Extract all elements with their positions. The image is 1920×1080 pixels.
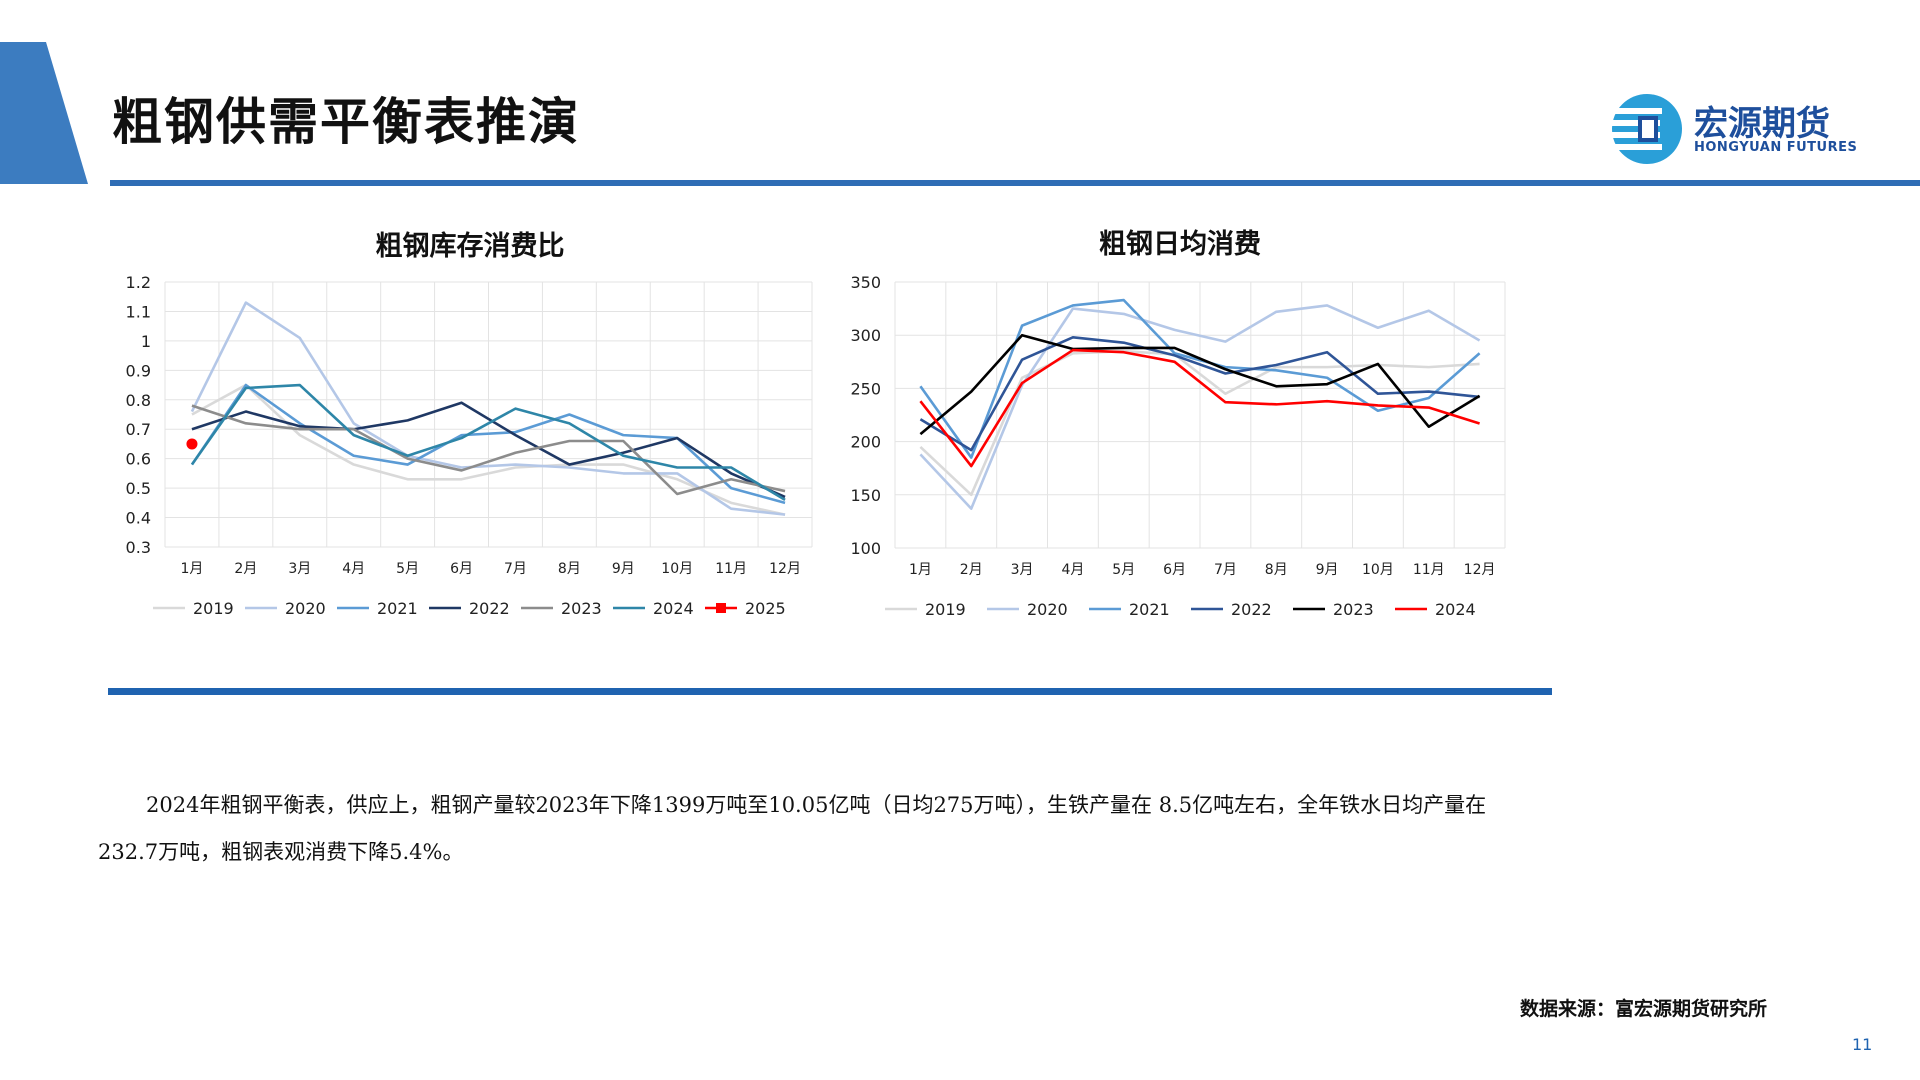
x-tick-label: 12月 [1464,562,1496,578]
x-tick-label: 3月 [288,561,311,577]
y-tick-label: 1 [141,332,151,351]
legend-label: 2019 [925,600,966,619]
series-line-2024 [190,383,786,502]
legend-label: 2023 [561,599,602,618]
logo-mark-icon [1610,94,1682,164]
legend-label: 2023 [1333,600,1374,619]
x-tick-label: 10月 [1362,562,1394,578]
x-tick-label: 4月 [1061,562,1084,578]
y-tick-label: 1.1 [126,302,151,321]
x-tick-label: 7月 [504,561,527,577]
x-tick-label: 3月 [1011,562,1034,578]
y-tick-label: 100 [850,539,881,558]
y-tick-label: 0.4 [126,509,151,528]
y-tick-label: 0.9 [126,361,151,380]
legend-label: 2025 [745,599,786,618]
y-tick-label: 200 [850,433,881,452]
summary-paragraph: 2024年粗钢平衡表，供应上，粗钢产量较2023年下降1399万吨至10.05亿… [98,793,1487,864]
y-tick-label: 0.7 [126,420,151,439]
y-tick-label: 0.6 [126,450,151,469]
x-tick-label: 2月 [960,562,983,578]
chart-2-title: 粗钢日均消费 [1099,229,1261,260]
x-tick-label: 11月 [1413,562,1445,578]
legend-label: 2021 [377,599,418,618]
x-tick-label: 4月 [342,561,365,577]
header-divider [110,180,1920,186]
series-line-2020 [190,301,786,516]
x-tick-label: 9月 [1316,562,1339,578]
y-tick-label: 0.3 [126,538,151,557]
y-tick-label: 1.2 [126,273,151,292]
page-title: 粗钢供需平衡表推演 [112,93,580,151]
x-tick-label: 1月 [180,561,203,577]
data-source-note: 数据来源：富宏源期货研究所 [1520,998,1768,1020]
series-line-2022 [919,336,1480,452]
header-accent-shape [0,42,88,184]
series-line-2022 [191,401,786,499]
y-tick-label: 300 [850,326,881,345]
company-logo: 宏源期货 HONGYUAN FUTURES [1610,92,1860,166]
page-number: 11 [1852,1035,1873,1054]
y-tick-label: 150 [850,486,881,505]
x-tick-label: 1月 [909,562,932,578]
legend-label: 2020 [1027,600,1068,619]
legend-label: 2024 [1435,600,1476,619]
y-tick-label: 350 [850,273,881,292]
series-point-2025 [186,438,198,450]
x-tick-label: 5月 [396,561,419,577]
legend-marker-2025 [716,603,726,613]
x-tick-label: 9月 [612,561,635,577]
logo-english-name: HONGYUAN FUTURES [1694,140,1858,155]
logo-chinese-name: 宏源期货 [1694,104,1830,144]
x-tick-label: 6月 [1163,562,1186,578]
legend-label: 2024 [653,599,694,618]
series-line-2021 [919,298,1481,459]
x-tick-label: 7月 [1214,562,1237,578]
x-tick-label: 6月 [450,561,473,577]
x-tick-label: 2月 [234,561,257,577]
chart-1-title: 粗钢库存消费比 [375,231,565,262]
y-tick-label: 250 [850,379,881,398]
x-tick-label: 5月 [1112,562,1135,578]
x-tick-label: 11月 [715,561,747,577]
series-line-2024 [919,348,1480,468]
series-line-2021 [190,383,786,505]
series-line-2020 [919,304,1481,510]
x-tick-label: 8月 [1265,562,1288,578]
x-tick-label: 10月 [661,561,693,577]
legend-label: 2020 [285,599,326,618]
inventory-consumption-ratio-chart: 0.3 0.4 0.5 0.6 0.7 0.8 0.9 1 1.1 1.2 1月 2月 3月 4月 5月 6月… [126,273,813,618]
y-tick-label: 0.5 [126,479,151,498]
legend-label: 2021 [1129,600,1170,619]
series-line-2023 [919,333,1481,436]
section-divider [108,688,1552,695]
legend-label: 2022 [1231,600,1272,619]
series-line-2019 [191,383,786,516]
x-tick-label: 8月 [558,561,581,577]
y-tick-label: 0.8 [126,391,151,410]
daily-consumption-chart: 100 150 200 250 300 350 1月 2月 3月 4月 5月 6月 7月 8月 9月 10月 1… [850,273,1506,619]
series-line-2023 [191,404,786,496]
legend-label: 2019 [193,599,234,618]
legend-label: 2022 [469,599,510,618]
x-tick-label: 12月 [769,561,801,577]
